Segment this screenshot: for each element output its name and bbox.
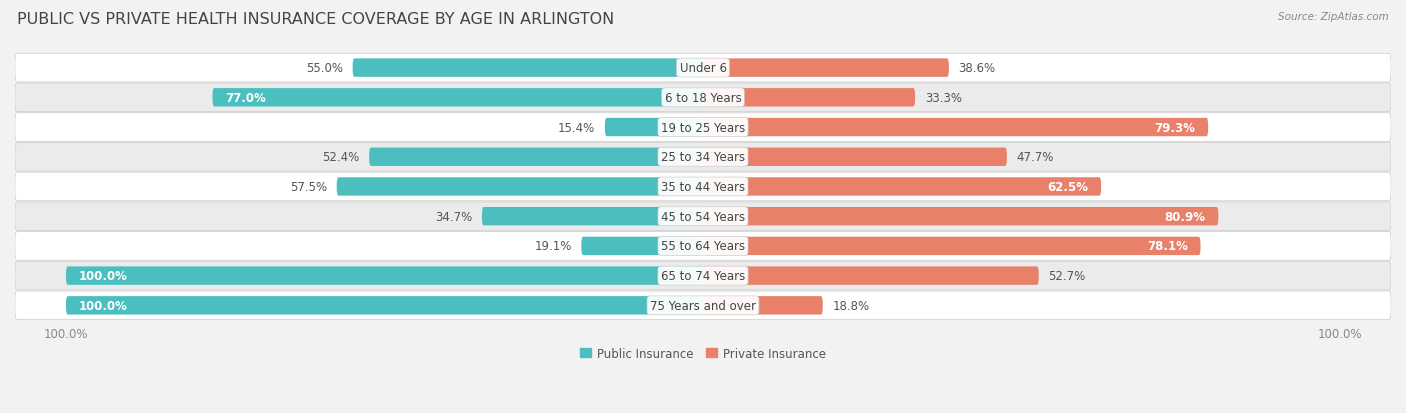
Text: 78.1%: 78.1%	[1147, 240, 1188, 253]
FancyBboxPatch shape	[703, 267, 1039, 285]
Text: 52.4%: 52.4%	[322, 151, 360, 164]
Text: 19 to 25 Years: 19 to 25 Years	[661, 121, 745, 134]
Text: 45 to 54 Years: 45 to 54 Years	[661, 210, 745, 223]
Text: 15.4%: 15.4%	[558, 121, 595, 134]
Text: 34.7%: 34.7%	[434, 210, 472, 223]
Text: 77.0%: 77.0%	[225, 92, 266, 104]
Text: 25 to 34 Years: 25 to 34 Years	[661, 151, 745, 164]
FancyBboxPatch shape	[66, 267, 703, 285]
Legend: Public Insurance, Private Insurance: Public Insurance, Private Insurance	[575, 342, 831, 365]
Text: 75 Years and over: 75 Years and over	[650, 299, 756, 312]
FancyBboxPatch shape	[15, 202, 1391, 231]
FancyBboxPatch shape	[15, 173, 1391, 201]
Text: Source: ZipAtlas.com: Source: ZipAtlas.com	[1278, 12, 1389, 22]
Text: 52.7%: 52.7%	[1049, 269, 1085, 282]
Text: 6 to 18 Years: 6 to 18 Years	[665, 92, 741, 104]
Text: 62.5%: 62.5%	[1047, 180, 1088, 194]
FancyBboxPatch shape	[15, 232, 1391, 261]
Text: 35 to 44 Years: 35 to 44 Years	[661, 180, 745, 194]
FancyBboxPatch shape	[212, 89, 703, 107]
FancyBboxPatch shape	[703, 119, 1208, 137]
Text: 19.1%: 19.1%	[534, 240, 572, 253]
FancyBboxPatch shape	[703, 237, 1201, 256]
Text: 80.9%: 80.9%	[1164, 210, 1205, 223]
Text: 47.7%: 47.7%	[1017, 151, 1054, 164]
Text: 55.0%: 55.0%	[307, 62, 343, 75]
FancyBboxPatch shape	[353, 59, 703, 78]
Text: Under 6: Under 6	[679, 62, 727, 75]
FancyBboxPatch shape	[703, 89, 915, 107]
Text: 38.6%: 38.6%	[959, 62, 995, 75]
Text: 65 to 74 Years: 65 to 74 Years	[661, 269, 745, 282]
FancyBboxPatch shape	[15, 262, 1391, 290]
FancyBboxPatch shape	[703, 59, 949, 78]
Text: 57.5%: 57.5%	[290, 180, 328, 194]
FancyBboxPatch shape	[15, 114, 1391, 142]
FancyBboxPatch shape	[370, 148, 703, 166]
FancyBboxPatch shape	[336, 178, 703, 196]
FancyBboxPatch shape	[581, 237, 703, 256]
FancyBboxPatch shape	[703, 207, 1219, 226]
Text: 79.3%: 79.3%	[1154, 121, 1195, 134]
FancyBboxPatch shape	[703, 297, 823, 315]
FancyBboxPatch shape	[15, 291, 1391, 320]
Text: 100.0%: 100.0%	[79, 269, 128, 282]
Text: 33.3%: 33.3%	[925, 92, 962, 104]
FancyBboxPatch shape	[15, 143, 1391, 172]
Text: 18.8%: 18.8%	[832, 299, 869, 312]
FancyBboxPatch shape	[15, 54, 1391, 83]
FancyBboxPatch shape	[703, 178, 1101, 196]
Text: 100.0%: 100.0%	[79, 299, 128, 312]
Text: PUBLIC VS PRIVATE HEALTH INSURANCE COVERAGE BY AGE IN ARLINGTON: PUBLIC VS PRIVATE HEALTH INSURANCE COVER…	[17, 12, 614, 27]
FancyBboxPatch shape	[15, 84, 1391, 112]
FancyBboxPatch shape	[66, 297, 703, 315]
FancyBboxPatch shape	[482, 207, 703, 226]
Text: 55 to 64 Years: 55 to 64 Years	[661, 240, 745, 253]
FancyBboxPatch shape	[605, 119, 703, 137]
FancyBboxPatch shape	[703, 148, 1007, 166]
